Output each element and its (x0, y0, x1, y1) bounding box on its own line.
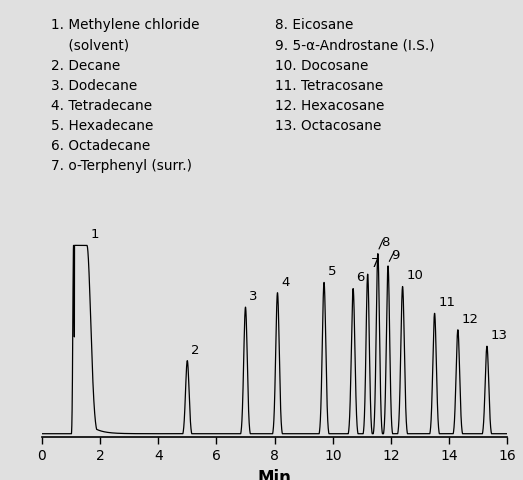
Text: 8. Eicosane
9. 5-α-Androstane (I.S.)
10. Docosane
11. Tetracosane
12. Hexacosane: 8. Eicosane 9. 5-α-Androstane (I.S.) 10.… (275, 18, 434, 132)
Text: 11: 11 (438, 296, 455, 309)
Text: 2: 2 (191, 344, 199, 357)
Text: 10: 10 (406, 269, 423, 282)
Text: 1: 1 (90, 228, 99, 241)
Text: 12: 12 (461, 312, 479, 325)
Text: 13: 13 (491, 329, 507, 342)
Text: 5: 5 (327, 265, 336, 278)
Text: 8: 8 (381, 237, 390, 250)
Text: 9: 9 (392, 249, 400, 262)
X-axis label: Min: Min (258, 469, 291, 480)
Text: 1. Methylene chloride
    (solvent)
2. Decane
3. Dodecane
4. Tetradecane
5. Hexa: 1. Methylene chloride (solvent) 2. Decan… (51, 18, 200, 173)
Text: 3: 3 (249, 290, 257, 303)
Text: 4: 4 (281, 276, 289, 288)
Text: 7: 7 (371, 257, 380, 270)
Text: 6: 6 (357, 272, 365, 285)
